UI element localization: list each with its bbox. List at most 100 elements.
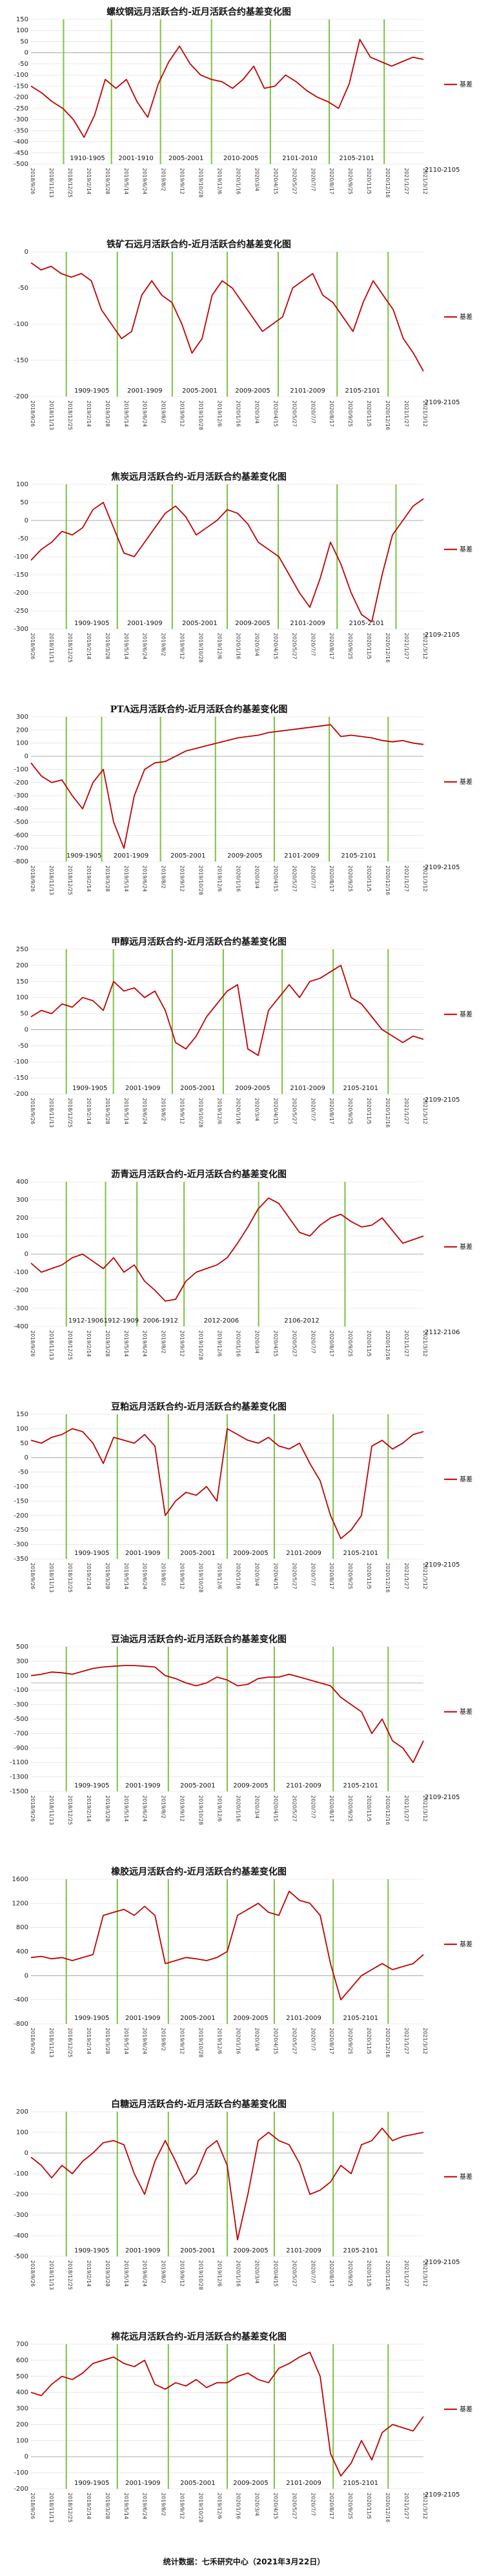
x-tick-label: 2019/10/28 [198,1563,204,1592]
x-tick-label: 2020/5/27 [291,865,297,892]
x-tick-label: 2019/5/14 [123,168,129,194]
y-tick-label: -200 [14,1091,28,1098]
contract-tag: 2109-2105 [425,2491,460,2499]
y-tick-label: -500 [14,819,28,826]
x-tick-label: 2020/11/5 [366,1330,372,1357]
x-tick-label: 2020/3/4 [254,2260,259,2283]
chart-panel: PTA远月活跃合约-近月活跃合约基差变化图 300 200 100 0 -100 -200 -… [5,700,483,923]
segment-label: 2101-2010 [282,155,318,162]
legend-label: 基差 [460,545,473,553]
x-tick-label: 2020/7/7 [310,1098,316,1121]
x-tick-label: 2019/5/14 [123,865,129,892]
segment-label: 1909-1905 [74,1550,110,1557]
x-tick-label: 2021/1/27 [403,2260,409,2287]
x-tick-label: 2020/1/16 [235,168,241,194]
segment-label: 2101-2009 [284,852,320,860]
y-tick-label: 200 [16,2421,28,2428]
x-tick-label: 2021/1/27 [403,168,409,194]
x-tick-label: 2020/8/17 [329,1098,334,1124]
x-tick-label: 2020/7/7 [310,2260,316,2283]
x-tick-label: 2019/8/2 [161,1330,167,1354]
x-tick-label: 2020/9/25 [347,1795,353,1822]
legend-label: 基差 [460,2172,473,2181]
segment-label: 1909-1905 [66,852,102,860]
x-tick-label: 2019/9/12 [179,2260,185,2287]
segment-label: 2005-2001 [180,2247,216,2254]
y-tick-label: 400 [16,1179,28,1186]
segment-label: 1912-1906 [68,1317,104,1324]
x-tick-label: 2018/11/13 [48,168,54,198]
y-tick-label: -1100 [10,1759,28,1766]
segment-label: 2006-1912 [143,1317,178,1324]
x-tick-label: 2019/12/6 [217,400,223,427]
segment-label: 2009-2005 [235,387,270,395]
legend-label: 基差 [460,1707,473,1716]
chart-title: 焦炭远月活跃合约-近月活跃合约基差变化图 [111,472,287,482]
x-tick-label: 2020/4/15 [272,2260,278,2287]
x-tick-label: 2019/10/28 [198,1098,204,1128]
x-tick-label: 2021/3/12 [422,1795,428,1822]
x-tick-label: 2020/3/4 [254,1330,259,1354]
x-tick-label: 2020/11/5 [366,2260,372,2287]
x-tick-label: 2021/1/27 [403,2028,409,2054]
x-tick-label: 2021/3/12 [422,1563,428,1589]
legend-label: 基差 [460,1010,473,1018]
x-tick-label: 2020/3/4 [254,633,259,656]
y-tick-label: 150 [16,978,28,985]
y-tick-label: -350 [14,1556,28,1563]
x-tick-label: 2020/11/5 [366,1795,372,1822]
segment-label: 2009-2005 [235,620,270,627]
x-tick-label: 2021/3/12 [422,1330,428,1357]
chart-panel: 豆油远月活跃合约-近月活跃合约基差变化图 500 300 100 -100 -300 -50… [5,1630,483,1853]
x-tick-label: 2020/11/5 [366,1563,372,1589]
segment-label: 2005-2001 [180,1085,216,1092]
x-tick-label: 2019/10/28 [198,2493,204,2522]
x-tick-label: 2020/9/25 [347,633,353,659]
y-tick-label: 150 [16,16,28,23]
y-tick-label: -100 [14,72,28,79]
y-tick-label: -100 [14,553,28,561]
x-tick-label: 2020/12/16 [385,1098,391,1128]
y-tick-label: -300 [14,1305,28,1312]
x-tick-label: 2018/12/25 [67,2493,73,2522]
chart-panel: 螺纹钢远月活跃合约-近月活跃合约基差变化图 150 100 50 0 -50 -100 -15… [5,3,483,225]
x-tick-label: 2019/10/28 [198,2028,204,2057]
y-tick-label: 100 [16,994,28,1002]
y-tick-label: -300 [14,116,28,123]
x-tick-label: 2020/4/15 [272,2493,278,2519]
x-tick-label: 2020/7/7 [310,2493,316,2516]
x-tick-label: 2020/1/16 [235,1098,241,1124]
x-tick-label: 2021/3/12 [422,865,428,892]
segment-label: 2101-2009 [290,1085,325,1092]
x-tick-label: 2020/3/4 [254,2028,259,2051]
y-tick-label: 0 [25,249,28,256]
segment-label: 2001-1909 [125,1085,161,1092]
x-tick-label: 2019/12/6 [217,2493,223,2519]
segment-label: 2101-2009 [286,1782,321,1789]
x-tick-label: 2019/5/14 [123,2260,129,2287]
legend-label: 基差 [460,313,473,321]
segment-label: 2005-2001 [170,852,206,860]
x-tick-label: 2018/12/25 [67,400,73,430]
y-tick-label: -400 [14,2232,28,2240]
x-tick-label: 2020/1/16 [235,2493,241,2519]
x-tick-label: 2019/10/28 [198,633,204,663]
x-tick-label: 2018/12/25 [67,1795,73,1825]
x-tick-label: 2018/11/13 [48,633,54,663]
y-tick-label: 100 [16,481,28,488]
x-tick-label: 2020/9/25 [347,2493,353,2519]
x-tick-label: 2020/7/7 [310,633,316,656]
y-tick-label: -400 [14,1323,28,1330]
x-tick-label: 2021/1/27 [403,1795,409,1822]
y-tick-label: -500 [14,2253,28,2260]
x-tick-label: 2020/4/15 [272,168,278,194]
chart-svg: 0 -50 -100 -150 -200 1909-1905 2001-1909 2005-2… [14,249,473,430]
y-tick-label: 150 [16,1411,28,1418]
x-tick-label: 2019/2/14 [86,400,92,427]
x-tick-label: 2020/4/15 [272,400,278,427]
segment-label: 2101-2009 [290,620,325,627]
x-tick-label: 2018/12/25 [67,168,73,198]
segment-label: 2009-2005 [233,1550,269,1557]
x-tick-label: 2021/3/12 [422,168,428,194]
